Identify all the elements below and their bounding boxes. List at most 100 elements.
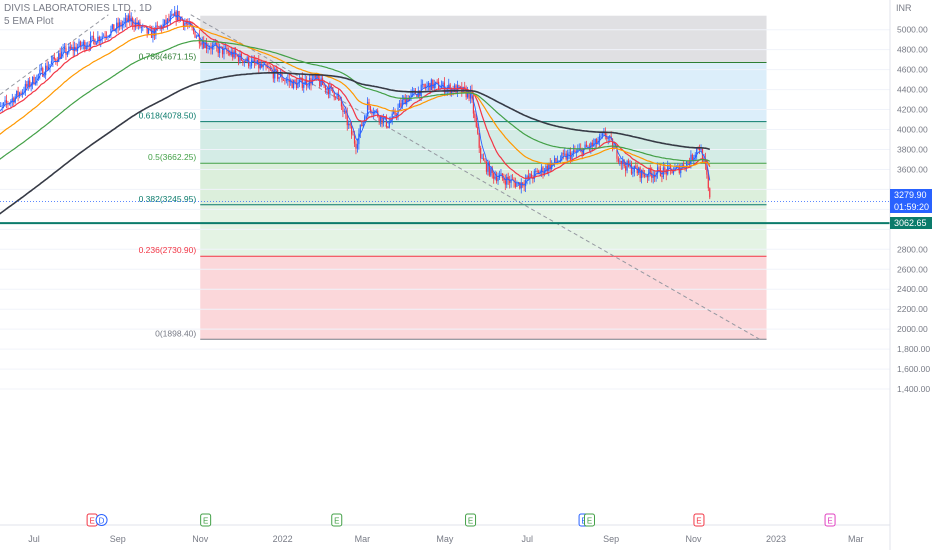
candle-body	[307, 85, 309, 87]
candle-body	[433, 83, 435, 89]
candle-body	[380, 115, 382, 122]
candle-body	[422, 84, 424, 85]
candle-body	[339, 96, 341, 100]
candle-body	[120, 22, 122, 27]
candle-body	[316, 75, 318, 78]
currency-label[interactable]: INR	[896, 3, 912, 13]
candle-body	[53, 56, 55, 60]
candle-body	[387, 126, 389, 128]
candle-body	[266, 66, 269, 69]
price-axis[interactable]: 1,400.00 1,600.00 1,800.00 2000.00 2200.00 24…	[889, 0, 930, 550]
candle-body	[407, 98, 409, 102]
candle-body	[575, 151, 577, 153]
candle-body	[281, 73, 283, 80]
candle-body	[287, 79, 289, 81]
candle-body	[484, 160, 486, 162]
candle-body	[127, 15, 129, 23]
candle-body	[208, 48, 211, 49]
earnings-icon-letter: E	[468, 517, 473, 526]
candle-body	[598, 135, 601, 142]
candle-body	[652, 175, 654, 178]
candle-body	[152, 29, 154, 38]
ema-100-line	[0, 40, 711, 162]
candle-body	[37, 74, 40, 76]
candle-body	[126, 18, 128, 23]
candle-body	[509, 179, 511, 183]
candle-body	[467, 90, 469, 98]
candle-body	[16, 90, 18, 97]
candle-body	[627, 160, 630, 167]
candle-body	[255, 62, 257, 65]
price-lines	[0, 201, 890, 225]
candle-body	[123, 21, 125, 25]
candle-body	[71, 47, 73, 49]
candle-body	[278, 77, 280, 79]
time-tick-label: Jul	[522, 534, 534, 544]
candle-body	[375, 110, 377, 112]
candle-body	[306, 79, 308, 86]
candle-body	[249, 65, 251, 67]
fib-level-label: 0.786(4671.15)	[139, 52, 197, 62]
candle-body	[480, 147, 482, 159]
candle-body	[230, 51, 232, 55]
candle-body	[549, 163, 551, 170]
candle-body	[468, 90, 470, 99]
candle-body	[319, 80, 321, 87]
earnings-icon-letter: E	[203, 517, 208, 526]
candle-body	[516, 183, 518, 187]
candle-body	[314, 75, 316, 78]
candle-body	[171, 14, 173, 16]
candle-body	[191, 25, 193, 28]
candle-body	[427, 83, 430, 86]
candle-body	[685, 161, 688, 168]
candle-body	[221, 46, 224, 55]
candle-body	[233, 50, 235, 58]
candle-body	[529, 173, 531, 179]
candle-body	[661, 176, 663, 178]
candle-body	[391, 113, 393, 121]
candle-body	[42, 68, 44, 77]
candle-body	[654, 175, 656, 178]
candle-body	[614, 146, 617, 148]
candle-body	[481, 158, 483, 160]
candle-body	[26, 84, 28, 87]
candle-body	[271, 69, 273, 72]
price-tick-label: 2600.00	[897, 264, 928, 274]
time-axis[interactable]: Jul Sep Nov 2022 Mar May Jul Sep Nov 2023 Mar	[0, 524, 890, 544]
candle-body	[649, 168, 651, 173]
candle-body	[382, 117, 385, 124]
candle-body	[330, 85, 332, 88]
candle-body	[672, 171, 675, 174]
candle-body	[490, 167, 492, 176]
time-tick-label: Mar	[848, 534, 864, 544]
candle-body	[496, 176, 498, 182]
candle-body	[394, 111, 396, 116]
candle-body	[329, 85, 331, 95]
candle-body	[175, 11, 177, 21]
candle-body	[194, 31, 196, 38]
candle-body	[687, 161, 689, 163]
candle-body	[59, 53, 61, 59]
candle-body	[423, 84, 425, 87]
candle-body	[514, 182, 517, 187]
candle-body	[335, 97, 337, 99]
candle-body	[20, 92, 22, 95]
candle-body	[491, 167, 493, 173]
candle-body	[410, 92, 412, 97]
candle-body	[404, 97, 406, 105]
candle-body	[7, 102, 9, 104]
candle-body	[690, 154, 692, 165]
candle-body	[261, 64, 263, 68]
candle-body	[124, 18, 127, 22]
candle-body	[440, 86, 443, 89]
candle-body	[638, 167, 640, 174]
indicator-label[interactable]: 5 EMA Plot	[4, 16, 54, 27]
earnings-icon	[200, 513, 212, 527]
candle-body	[295, 82, 298, 89]
candle-body	[643, 174, 646, 177]
upper-trendline	[0, 14, 109, 95]
candle-body	[45, 65, 47, 76]
earnings-icon	[693, 513, 705, 527]
candle-body	[174, 11, 176, 16]
